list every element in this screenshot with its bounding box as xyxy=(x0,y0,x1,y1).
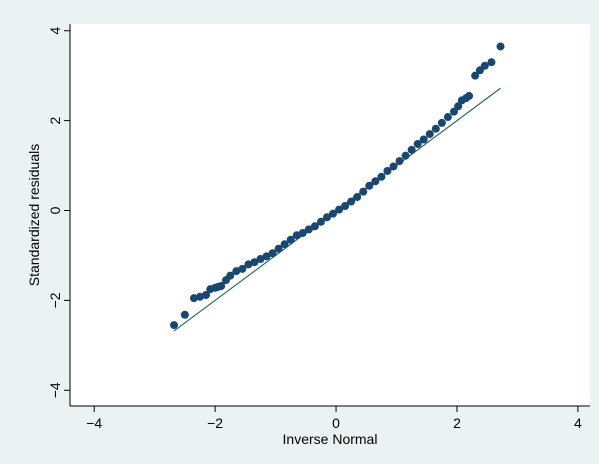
data-point xyxy=(377,172,386,181)
data-point xyxy=(407,145,416,154)
data-point xyxy=(226,271,235,280)
data-point xyxy=(196,292,204,301)
x-tick-label: 4 xyxy=(574,415,582,431)
data-point xyxy=(480,61,489,70)
data-point xyxy=(365,181,374,190)
x-axis-title: Inverse Normal xyxy=(283,431,378,447)
data-point xyxy=(189,294,198,303)
data-point xyxy=(280,240,289,249)
y-axis-title: Standardized residuals xyxy=(26,144,42,286)
data-point xyxy=(389,162,398,171)
y-tick-label: 2 xyxy=(47,117,63,125)
data-point xyxy=(329,209,338,218)
data-point xyxy=(353,193,362,202)
data-point xyxy=(425,130,434,139)
data-point xyxy=(413,139,422,148)
data-point xyxy=(298,228,307,237)
data-point xyxy=(268,249,277,258)
data-point xyxy=(449,107,458,116)
points-group xyxy=(170,42,505,330)
x-tick-label: 0 xyxy=(332,415,340,431)
data-point xyxy=(419,135,428,144)
data-point xyxy=(304,225,313,234)
x-tick-label: −2 xyxy=(207,415,223,431)
data-point xyxy=(465,91,474,100)
data-point xyxy=(395,157,404,166)
y-tick-label: 4 xyxy=(47,27,63,35)
x-tick-label: 2 xyxy=(453,415,461,431)
data-point xyxy=(202,290,211,299)
data-point xyxy=(292,231,301,240)
data-point xyxy=(401,151,410,160)
axes: −4 −2 0 2 4 −4 −2 0 2 4 xyxy=(47,24,590,431)
data-point xyxy=(256,255,265,264)
y-tick-label: 0 xyxy=(47,206,63,214)
data-point xyxy=(347,197,356,206)
y-tick-label: −2 xyxy=(47,292,63,308)
data-point xyxy=(238,264,247,273)
data-point xyxy=(232,267,241,276)
data-point xyxy=(437,118,446,127)
data-point xyxy=(359,187,368,196)
data-point xyxy=(454,102,463,111)
data-point xyxy=(471,71,480,80)
data-point xyxy=(170,321,178,330)
data-point xyxy=(217,282,226,291)
data-point xyxy=(431,124,440,133)
data-point xyxy=(250,258,259,267)
x-tick-label: −4 xyxy=(86,415,102,431)
data-point xyxy=(310,222,319,231)
data-point xyxy=(274,244,283,253)
data-point xyxy=(383,166,392,175)
data-point xyxy=(322,213,331,222)
y-tick-label: −4 xyxy=(47,382,63,398)
data-point xyxy=(443,113,452,122)
data-point xyxy=(335,205,344,214)
data-point xyxy=(286,235,295,244)
data-point xyxy=(496,42,505,51)
data-point xyxy=(316,217,325,226)
data-point xyxy=(180,310,189,319)
data-point xyxy=(262,252,271,261)
data-point xyxy=(371,177,380,186)
data-point xyxy=(487,58,496,67)
data-point xyxy=(341,202,350,211)
data-point xyxy=(244,260,253,269)
